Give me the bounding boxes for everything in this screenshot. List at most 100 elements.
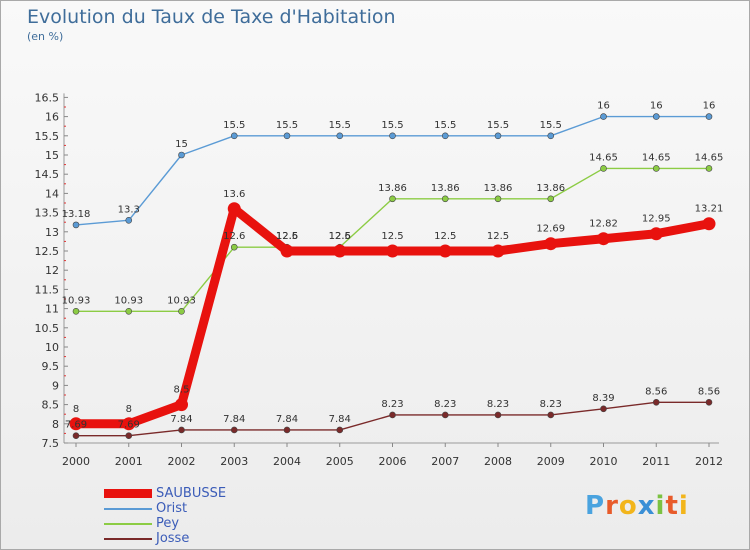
data-label-orist: 15.5 — [223, 120, 245, 131]
data-point-josse — [494, 411, 502, 419]
data-point-josse — [125, 432, 133, 440]
data-label-josse: 8.56 — [645, 386, 667, 397]
x-tick-label: 2001 — [115, 455, 143, 468]
data-label-pey: 10.93 — [167, 295, 196, 306]
data-label-pey: 13.86 — [431, 183, 460, 194]
data-label-orist: 15.5 — [487, 120, 509, 131]
data-label-josse: 8.56 — [698, 386, 720, 397]
x-tick-label: 2003 — [220, 455, 248, 468]
data-label-pey: 13.86 — [484, 183, 513, 194]
data-label-josse: 8.23 — [434, 399, 456, 410]
legend-swatch — [104, 538, 152, 540]
data-label-saubusse: 12.5 — [381, 231, 403, 242]
logo-letter: r — [605, 491, 619, 521]
data-label-josse: 8.23 — [540, 399, 562, 410]
data-point-orist — [178, 151, 185, 159]
data-point-orist — [547, 132, 555, 140]
data-point-pey — [547, 195, 555, 203]
data-point-josse — [389, 411, 396, 419]
data-point-saubusse — [491, 244, 505, 258]
data-point-orist — [125, 216, 133, 224]
x-tick-label: 2012 — [695, 455, 723, 468]
data-label-pey: 12.6 — [329, 231, 351, 242]
data-label-saubusse: 12.5 — [434, 231, 456, 242]
data-label-orist: 16 — [597, 101, 610, 112]
data-label-orist: 15.5 — [434, 120, 456, 131]
data-point-orist — [441, 132, 449, 140]
data-point-saubusse — [597, 232, 610, 246]
y-tick-label: 10.5 — [35, 322, 60, 335]
data-point-saubusse — [122, 417, 136, 431]
legend-label: SAUBUSSE — [156, 486, 227, 501]
data-point-saubusse — [649, 227, 663, 241]
data-label-saubusse: 12.5 — [329, 231, 351, 242]
data-label-josse: 7.84 — [276, 414, 298, 425]
x-tick-label: 2007 — [431, 455, 459, 468]
data-label-josse: 8.23 — [487, 399, 509, 410]
x-tick-label: 2010 — [590, 455, 618, 468]
data-label-pey: 14.65 — [589, 152, 618, 163]
y-tick-label: 13 — [45, 226, 59, 239]
axes: 7.5 8 8.5 9 9.5 10 10.5 11 11.5 12 12.5 13 13.5 14 14.… — [35, 91, 724, 468]
data-point-josse — [705, 398, 713, 406]
y-tick-label: 11 — [45, 303, 59, 316]
data-point-orist — [600, 113, 607, 120]
data-label-josse: 7.69 — [118, 420, 140, 431]
data-label-orist: 16 — [650, 101, 663, 112]
data-point-josse — [283, 426, 291, 434]
data-point-josse — [547, 411, 555, 419]
y-tick-label: 9.5 — [42, 360, 60, 373]
data-point-saubusse — [280, 244, 294, 258]
data-label-pey: 14.65 — [695, 152, 724, 163]
data-label-orist: 13.18 — [62, 209, 91, 220]
x-tick-label: 2011 — [642, 455, 670, 468]
data-point-orist — [705, 113, 713, 120]
data-label-pey: 13.86 — [378, 183, 407, 194]
x-tick-label: 2000 — [62, 455, 90, 468]
legend-label: Orist — [156, 501, 188, 516]
data-point-pey — [125, 307, 133, 315]
data-point-orist — [652, 113, 660, 120]
data-label-orist: 15.5 — [329, 120, 351, 131]
data-point-josse — [72, 432, 80, 440]
data-label-saubusse: 13.21 — [695, 204, 724, 215]
data-point-pey — [705, 165, 713, 172]
data-point-orist — [230, 132, 238, 140]
logo-letter: x — [637, 491, 656, 521]
data-point-orist — [283, 132, 291, 140]
data-label-pey: 10.93 — [114, 295, 143, 306]
data-label-josse: 8.23 — [381, 399, 403, 410]
logo-letter: P — [585, 491, 606, 521]
data-point-saubusse — [438, 244, 452, 258]
data-point-josse — [336, 426, 344, 434]
data-point-saubusse — [227, 202, 241, 216]
logo-letter: i — [655, 491, 666, 521]
data-label-saubusse: 12.5 — [276, 231, 298, 242]
data-label-josse: 8.39 — [592, 393, 614, 404]
chart-unit: (en %) — [27, 30, 64, 43]
data-point-saubusse — [175, 398, 188, 412]
x-tick-label: 2009 — [537, 455, 565, 468]
data-point-orist — [494, 132, 502, 140]
data-label-pey: 14.65 — [642, 152, 671, 163]
y-tick-label: 15 — [45, 149, 59, 162]
data-point-saubusse — [386, 244, 399, 258]
x-tick-label: 2004 — [273, 455, 301, 468]
x-tick-label: 2008 — [484, 455, 512, 468]
data-point-saubusse — [333, 244, 347, 258]
data-labels: 13.18 13.3 15 15.5 15.5 15.5 15.5 15.5 15.5 15.5 1… — [62, 101, 724, 431]
data-label-saubusse: 8 — [73, 404, 79, 415]
data-point-josse — [230, 426, 238, 434]
data-label-pey: 12.6 — [276, 231, 298, 242]
data-label-josse: 7.84 — [329, 414, 351, 425]
data-label-orist: 15.5 — [381, 120, 403, 131]
data-label-pey: 10.93 — [62, 295, 91, 306]
data-label-orist: 16 — [703, 101, 716, 112]
y-tick-label: 9 — [52, 379, 59, 392]
y-tick-label: 8 — [52, 418, 59, 431]
chart-title: Evolution du Taux de Taxe d'Habitation — [27, 6, 396, 28]
data-point-orist — [336, 132, 344, 140]
data-point-orist — [72, 221, 80, 229]
data-point-josse — [600, 405, 607, 413]
